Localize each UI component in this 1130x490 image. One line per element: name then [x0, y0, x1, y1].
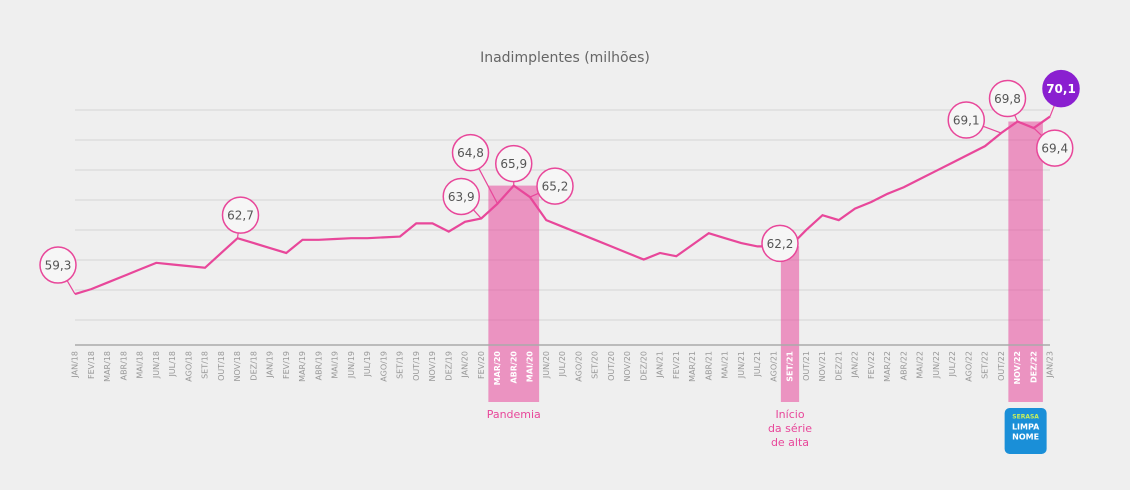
x-tick-label: DEZ/22 — [1029, 351, 1038, 383]
x-tick-label: JUL/19 — [363, 351, 372, 378]
x-tick-label: MAI/21 — [721, 351, 730, 379]
data-label: 69,1 — [953, 114, 980, 128]
x-tick-label: JUN/19 — [347, 351, 356, 379]
x-tick-label: NOV/21 — [818, 351, 827, 382]
x-tick-label: MAI/19 — [331, 351, 340, 379]
x-tick-label: OUT/18 — [217, 351, 226, 381]
x-tick-label: NOV/19 — [428, 351, 437, 382]
data-label: 63,9 — [448, 190, 475, 204]
x-tick-label: AGO/18 — [184, 351, 193, 382]
x-tick-label: MAR/21 — [688, 351, 697, 382]
x-tick-label: AGO/21 — [769, 351, 778, 382]
label-bubble — [39, 246, 77, 284]
x-tick-label: MAR/18 — [103, 351, 112, 382]
x-tick-label: MAR/19 — [298, 351, 307, 382]
x-tick-label: SET/20 — [591, 351, 600, 379]
x-tick-label: JAN/23 — [1046, 351, 1055, 379]
x-tick-label: OUT/19 — [412, 351, 421, 381]
logo-text: SERASA — [1012, 414, 1039, 421]
data-label: 69,8 — [994, 92, 1021, 106]
data-label: 59,3 — [45, 259, 72, 273]
x-tick-label: AGO/20 — [574, 351, 583, 382]
label-bubble — [536, 167, 574, 205]
x-tick-label: JUN/20 — [542, 351, 551, 379]
highlight-label: Início — [775, 408, 804, 421]
logo-text: NOME — [1012, 433, 1039, 442]
x-tick-label: FEV/21 — [672, 351, 681, 379]
highlight-label: da série — [768, 422, 812, 435]
x-tick-label: ABR/18 — [119, 351, 128, 380]
x-tick-label: ABR/21 — [704, 351, 713, 380]
x-tick-label: OUT/21 — [802, 351, 811, 381]
data-label: 64,8 — [457, 146, 484, 160]
chart-title: Inadimplentes (milhões) — [480, 50, 650, 66]
x-tick-label: SET/22 — [981, 351, 990, 379]
x-tick-label: NOV/18 — [233, 351, 242, 382]
x-tick-label: AGO/22 — [964, 351, 973, 382]
label-bubble — [761, 224, 799, 263]
data-label: 65,9 — [500, 157, 527, 171]
x-tick-label: SET/21 — [786, 351, 795, 382]
highlight-band — [1008, 121, 1043, 403]
x-tick-label: OUT/22 — [997, 351, 1006, 381]
x-tick-label: SET/18 — [201, 351, 210, 379]
label-bubble — [947, 101, 985, 139]
x-tick-label: DEZ/21 — [834, 351, 843, 381]
label-bubble — [451, 133, 490, 172]
data-label: 65,2 — [542, 180, 569, 194]
label-bubble — [495, 144, 533, 183]
x-tick-label: FEV/19 — [282, 351, 291, 379]
x-tick-label: FEV/22 — [867, 351, 876, 379]
label-bubble — [1042, 69, 1080, 108]
x-tick-label: JUN/21 — [737, 351, 746, 379]
x-tick-label: JUL/21 — [753, 351, 762, 378]
logo — [1004, 408, 1047, 454]
data-line — [74, 115, 1051, 296]
x-tick-label: ABR/20 — [509, 351, 518, 384]
x-tick-label: FEV/20 — [477, 351, 486, 379]
x-tick-label: MAI/18 — [136, 351, 145, 379]
x-tick-label: NOV/22 — [1013, 351, 1022, 385]
x-tick-label: SET/19 — [396, 351, 405, 379]
x-tick-label: DEZ/19 — [444, 351, 453, 381]
x-tick-label: JUN/18 — [152, 351, 161, 379]
x-tick-label: JUN/22 — [932, 351, 941, 379]
label-bubble — [221, 196, 260, 234]
x-tick-label: ABR/22 — [899, 351, 908, 380]
x-tick-label: MAR/20 — [493, 351, 502, 386]
x-tick-label: JAN/21 — [656, 351, 665, 379]
x-tick-label: JUL/18 — [168, 351, 177, 378]
x-tick-label: DEZ/20 — [639, 351, 648, 381]
label-bubble — [988, 79, 1027, 118]
x-tick-label: JUL/22 — [948, 351, 957, 378]
x-tick-label: AGO/19 — [379, 351, 388, 382]
x-tick-label: JUL/20 — [558, 351, 567, 378]
x-tick-label: NOV/20 — [623, 351, 632, 382]
x-tick-label: MAI/20 — [526, 351, 535, 383]
data-label: 69,4 — [1041, 142, 1068, 156]
data-label: 62,2 — [767, 237, 794, 251]
x-tick-label: OUT/20 — [607, 351, 616, 381]
highlight-band — [780, 246, 800, 402]
x-tick-label: DEZ/18 — [249, 351, 258, 381]
x-tick-label: JAN/19 — [266, 351, 275, 379]
label-bubble — [1036, 129, 1074, 167]
highlight-band — [488, 185, 540, 402]
data-label: 70,1 — [1046, 82, 1076, 96]
label-bubble — [442, 177, 480, 216]
x-tick-label: MAR/22 — [883, 351, 892, 382]
data-label: 62,7 — [227, 209, 254, 223]
x-tick-label: JAN/20 — [461, 351, 470, 379]
logo-text: LIMPA — [1012, 423, 1040, 432]
x-tick-label: JAN/22 — [851, 351, 860, 379]
x-tick-label: JAN/18 — [71, 351, 80, 379]
highlight-label: de alta — [771, 436, 809, 449]
highlight-label: Pandemia — [487, 408, 541, 421]
x-tick-label: FEV/18 — [87, 351, 96, 379]
x-tick-label: ABR/19 — [314, 351, 323, 380]
x-tick-label: MAI/22 — [916, 351, 925, 379]
